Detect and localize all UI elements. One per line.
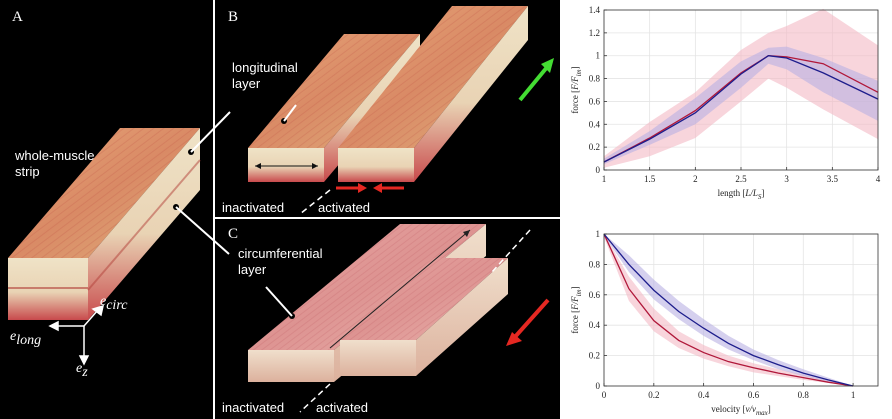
activated-label-b: activated [318, 200, 370, 215]
axis-e-long: elong [10, 329, 41, 348]
x-tick-label: 1 [602, 174, 607, 184]
series-line-blue [603, 55, 879, 163]
y-tick-label: 0.8 [589, 74, 601, 84]
panel-label-a: A [12, 9, 23, 25]
x-tick-label: 0.4 [698, 390, 710, 400]
contraction-arrow [506, 298, 550, 346]
x-axis-label: length [L/LS] [718, 188, 765, 201]
compression-arrows [336, 183, 404, 193]
y-tick-label: 1.2 [589, 28, 600, 38]
longitudinal-label: longitudinal layer [232, 60, 298, 91]
inactivated-label-c: inactivated [222, 400, 284, 415]
y-tick-label: 0.2 [589, 142, 600, 152]
x-tick-label: 0.8 [798, 390, 810, 400]
panel-label-b: B [228, 9, 238, 25]
activated-label-c: activated [316, 400, 368, 415]
circumferential-label: circumferential layer [238, 246, 323, 277]
y-tick-label: 0.4 [589, 320, 601, 330]
y-tick-label: 1 [596, 51, 601, 61]
axis-e-circ: ecirc [100, 294, 128, 313]
y-tick-label: 0.6 [589, 96, 601, 106]
y-tick-label: 0.4 [589, 119, 601, 129]
x-tick-label: 0.2 [648, 390, 659, 400]
y-tick-label: 0.6 [589, 290, 601, 300]
circumferential-block-activated [340, 258, 508, 376]
series-line-blue [603, 233, 854, 387]
inactivated-label-b: inactivated [222, 200, 284, 215]
x-tick-label: 2 [693, 174, 698, 184]
x-tick-label: 4 [876, 174, 881, 184]
y-tick-label: 0.8 [589, 259, 601, 269]
elongation-arrow [518, 58, 554, 102]
x-tick-label: 1.5 [644, 174, 656, 184]
force-velocity-chart: 0 0.2 0.4 0.6 0.8 1 0 0.2 0.4 0.6 0.8 1 velocity [v/… [570, 229, 879, 417]
y-tick-label: 1 [596, 229, 601, 239]
plot-frame [603, 233, 879, 387]
x-tick-label: 0 [602, 390, 607, 400]
force-length-chart: 1 1.5 2 2.5 3 3.5 4 0 0.2 0.4 0.6 0.8 1 1.2 1.4 length … [570, 5, 881, 201]
y-tick-label: 0 [596, 165, 601, 175]
band-blue [604, 46, 878, 165]
whole-muscle-label: whole-muscle strip [14, 148, 94, 179]
longitudinal-block-activated [338, 6, 528, 182]
y-tick-label: 1.4 [589, 5, 601, 15]
band-red [604, 234, 854, 386]
y-tick-label: 0.2 [589, 351, 600, 361]
x-tick-label: 3.5 [827, 174, 839, 184]
series-line-red [603, 233, 854, 387]
x-tick-label: 3 [784, 174, 789, 184]
y-axis-label: force [F/Fim] [570, 66, 583, 113]
coordinate-axes [48, 304, 105, 366]
panel-label-c: C [228, 226, 238, 242]
whole-muscle-block [8, 128, 201, 320]
y-axis-label: force [F/Fim] [570, 286, 583, 333]
y-tick-label: 0 [596, 381, 601, 391]
x-tick-label: 0.6 [748, 390, 760, 400]
axis-e-z: ez [76, 361, 88, 380]
tissue-illustration: A B C whole-muscle strip elong ecirc ez [0, 0, 560, 419]
x-axis-label: velocity [v/vmax] [711, 404, 770, 417]
x-tick-label: 1 [851, 390, 856, 400]
x-tick-label: 2.5 [735, 174, 747, 184]
